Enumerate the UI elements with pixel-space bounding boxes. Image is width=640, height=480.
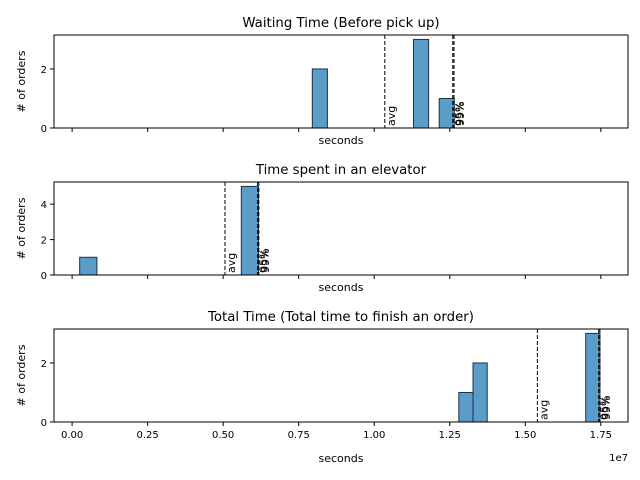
chart-panel-2: avg 95%99% 0 2 4 Time spent in an elevator sec… <box>15 163 629 294</box>
chart-panel-3: avg 95%99% 0 2 0.00 0.25 0.50 0.75 1.00 1.25 1.50 1… <box>15 310 629 465</box>
y-tick-label: 4 <box>41 200 47 211</box>
reference-line-label: 99% <box>454 102 467 126</box>
axes-frame <box>53 34 629 129</box>
histogram-bar <box>413 38 430 129</box>
histogram-bar <box>458 391 474 423</box>
x-axis-offset-label: 1e7 <box>609 453 628 464</box>
y-axis-label: # of orders <box>15 197 28 259</box>
chart-panel-1: avg 95%99% 0 2 Waiting Time (Before pick up)… <box>15 16 629 147</box>
y-tick-label: 2 <box>41 359 47 370</box>
chart-title: Time spent in an elevator <box>255 163 427 178</box>
reference-line-label: 99% <box>600 396 613 420</box>
reference-line-label: avg <box>225 253 238 273</box>
y-axis-label: # of orders <box>15 50 28 112</box>
axes-frame <box>53 328 629 423</box>
reference-line-label: avg <box>537 400 550 420</box>
histogram-bar <box>472 362 488 423</box>
axes-frame <box>53 181 629 276</box>
y-tick-label: 0 <box>41 124 47 135</box>
y-axis-label: # of orders <box>15 344 28 406</box>
y-tick-label: 0 <box>41 418 47 429</box>
reference-line-label: 95% <box>453 102 466 126</box>
y-tick-label: 0 <box>41 271 47 282</box>
histogram-bar <box>240 185 260 276</box>
reference-line-label: avg <box>385 106 398 126</box>
chart-title: Waiting Time (Before pick up) <box>242 16 439 31</box>
reference-line-label: 95% <box>599 396 612 420</box>
x-tick-label: 1.25 <box>439 430 461 441</box>
reference-line-label: 99% <box>259 249 272 273</box>
histogram-bar <box>79 256 98 276</box>
x-tick-label: 0.25 <box>137 430 159 441</box>
x-tick-label: 0.75 <box>288 430 310 441</box>
x-axis-label: seconds <box>319 134 364 147</box>
reference-line-label: 95% <box>258 249 271 273</box>
x-axis-label: seconds <box>319 452 364 465</box>
histogram-bar <box>311 68 328 129</box>
x-axis-label: seconds <box>319 281 364 294</box>
y-tick-label: 2 <box>41 236 47 247</box>
x-tick-label: 0.00 <box>61 430 83 441</box>
x-tick-label: 1.00 <box>363 430 385 441</box>
y-tick-label: 2 <box>41 65 47 76</box>
x-tick-label: 0.50 <box>212 430 234 441</box>
x-tick-label: 1.50 <box>514 430 536 441</box>
chart-title: Total Time (Total time to finish an orde… <box>207 310 474 325</box>
x-tick-label: 1.75 <box>590 430 612 441</box>
